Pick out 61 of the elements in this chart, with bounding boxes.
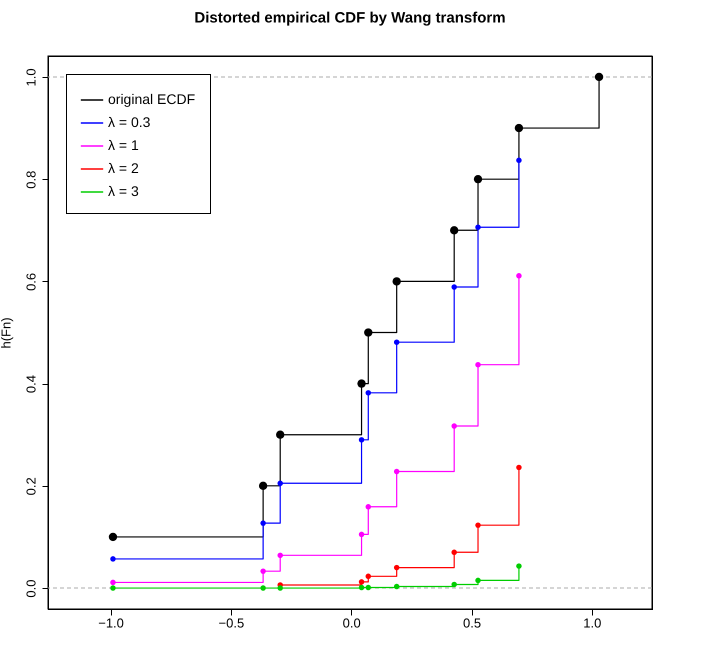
- point: [357, 379, 366, 388]
- point: [358, 584, 364, 590]
- point: [358, 437, 364, 443]
- point: [475, 362, 481, 368]
- point: [475, 224, 481, 230]
- point: [516, 273, 522, 279]
- point: [394, 584, 400, 590]
- point: [451, 423, 457, 429]
- point: [514, 124, 524, 132]
- legend-label: original ECDF: [108, 91, 196, 107]
- x-tick-label: −1.0: [98, 616, 124, 630]
- point: [260, 520, 266, 526]
- point: [366, 574, 372, 580]
- point: [366, 504, 372, 510]
- x-tick-label: 1.0: [583, 616, 602, 630]
- point: [260, 568, 266, 574]
- point: [392, 277, 401, 286]
- point: [394, 468, 400, 474]
- x-tick-label: 0.0: [342, 616, 361, 630]
- x-tick-label: 0.5: [462, 616, 482, 630]
- point: [110, 580, 116, 586]
- point: [474, 175, 482, 184]
- point: [394, 339, 400, 345]
- point: [450, 226, 458, 234]
- y-tick-label: 0.4: [24, 375, 38, 394]
- point: [516, 158, 522, 163]
- point: [358, 532, 364, 538]
- point: [110, 585, 116, 591]
- point: [277, 585, 283, 591]
- legend-label: λ = 0.3: [108, 114, 151, 130]
- legend-label: λ = 1: [108, 137, 139, 153]
- x-tick-label: −0.5: [218, 616, 244, 630]
- point: [594, 72, 604, 82]
- point: [475, 578, 481, 584]
- y-tick-label: 0.0: [24, 580, 38, 598]
- point: [277, 552, 283, 558]
- point: [277, 480, 283, 486]
- point: [366, 390, 372, 396]
- point: [475, 522, 481, 528]
- point: [451, 284, 457, 290]
- point: [516, 464, 522, 470]
- point: [451, 582, 457, 588]
- y-tick-label: 0.6: [24, 272, 38, 291]
- point: [394, 564, 400, 570]
- y-axis-title: h(Fn): [0, 317, 14, 349]
- point: [110, 556, 116, 562]
- y-tick-label: 0.2: [24, 477, 38, 496]
- point: [108, 532, 118, 542]
- legend-label: λ = 2: [108, 160, 139, 176]
- point: [260, 585, 266, 591]
- point: [451, 550, 457, 556]
- point: [258, 482, 268, 490]
- chart-title: Distorted empirical CDF by Wang transform: [194, 10, 506, 26]
- point: [364, 328, 372, 337]
- point: [516, 563, 522, 569]
- legend-label: λ = 3: [108, 183, 139, 199]
- point: [366, 584, 372, 590]
- y-tick-label: 1.0: [24, 68, 38, 86]
- point: [276, 430, 284, 439]
- point: [358, 579, 364, 585]
- y-tick-label: 0.8: [24, 170, 38, 189]
